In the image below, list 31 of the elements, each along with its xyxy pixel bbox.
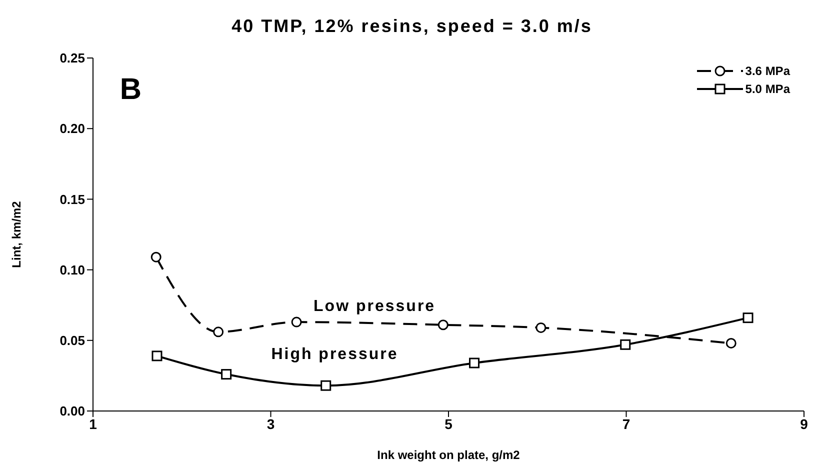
y-axis-title: Lint, km/m2 [9, 200, 24, 268]
y-tick-label: 0.00 [60, 404, 85, 419]
x-tick-label: 1 [89, 416, 98, 432]
x-tick-label: 9 [800, 416, 808, 432]
x-tick-label: 5 [444, 416, 453, 432]
point [291, 316, 302, 328]
point [213, 326, 224, 338]
annotation: B [120, 73, 142, 108]
x-tick-label: 7 [622, 416, 630, 432]
point [620, 339, 631, 350]
point [152, 350, 162, 362]
point [536, 322, 546, 333]
chart-title: 40 TMP, 12% resins, speed = 3.0 m/s [230, 15, 594, 38]
y-tick-label: 0.15 [60, 192, 85, 207]
x-tick-label: 3 [266, 416, 275, 432]
point [438, 320, 448, 330]
point [150, 252, 162, 262]
y-tick-label: 0.25 [60, 50, 85, 66]
legend-label: 3.6 MPa [745, 64, 790, 78]
point [221, 369, 232, 380]
y-tick-label: 0.20 [60, 121, 85, 136]
point [726, 338, 736, 348]
annotation: Low pressure [314, 298, 436, 316]
point [742, 312, 754, 324]
annotation: High pressure [271, 346, 398, 364]
point [320, 380, 332, 391]
point [469, 358, 480, 368]
legend-label: 5.0 MPa [745, 82, 790, 96]
x-axis-title: Ink weight on plate, g/m2 [377, 448, 520, 462]
y-tick-label: 0.10 [60, 262, 85, 278]
y-tick-label: 0.05 [60, 333, 85, 348]
